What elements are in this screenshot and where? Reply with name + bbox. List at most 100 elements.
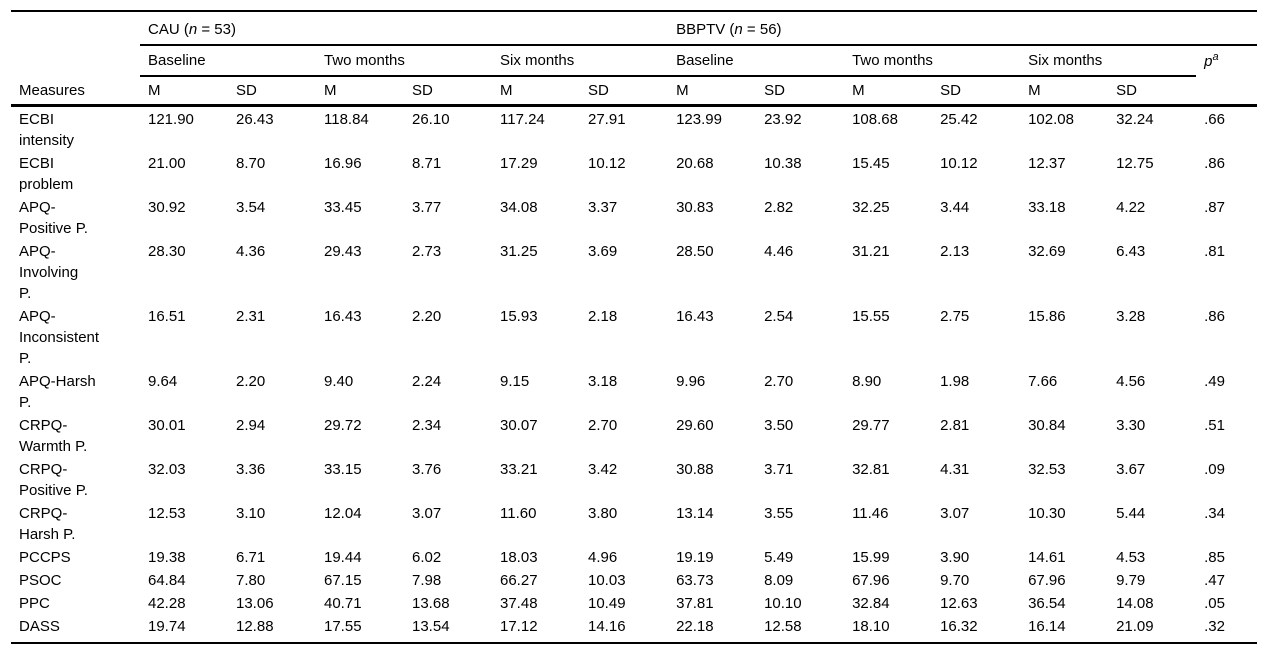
cell-value: 5.44 — [1116, 505, 1146, 522]
cell-value: 6.43 — [1116, 243, 1146, 260]
cell-value: 32.03 — [148, 461, 186, 478]
timepoint-header: Two months — [316, 45, 492, 77]
cell-value: 23.92 — [764, 111, 802, 128]
cell-value: 32.84 — [852, 595, 890, 612]
cell-value: 3.76 — [412, 461, 442, 478]
cell-value: 9.40 — [324, 373, 354, 390]
cell-value: 28.30 — [148, 243, 186, 260]
cell-value: 9.64 — [148, 373, 178, 390]
p-value: .86 — [1204, 155, 1225, 172]
cell-value: 10.49 — [588, 595, 626, 612]
cell-value: 18.10 — [844, 614, 933, 644]
cell-value: 15.86 — [1028, 308, 1066, 325]
cell-value: 2.20 — [412, 308, 442, 325]
cell-value: 66.27 — [500, 572, 538, 589]
cell-value: 123.99 — [676, 111, 722, 128]
cell-value: 21.09 — [1108, 614, 1197, 644]
cell-value: 11.60 — [500, 505, 537, 522]
timepoint-header: Six months — [1020, 45, 1197, 77]
n-symbol: n — [734, 21, 743, 38]
cell-value: 14.61 — [1028, 549, 1066, 566]
cell-value: 10.03 — [588, 572, 626, 589]
cell-value: 12.75 — [1116, 155, 1154, 172]
cell-value: 121.90 — [148, 111, 194, 128]
cell-value: 32.53 — [1028, 461, 1066, 478]
cell-value: 33.15 — [324, 461, 362, 478]
p-value: .85 — [1204, 549, 1225, 566]
cell-value: 29.72 — [324, 417, 362, 434]
p-value: .86 — [1204, 308, 1225, 325]
cell-value: 3.18 — [588, 373, 618, 390]
measure-label: APQ- Positive P. — [19, 199, 88, 237]
cell-value: 14.08 — [1116, 595, 1154, 612]
table-row: CRPQ- Warmth P. 30.01 2.94 29.72 2.34 30.07 2.… — [11, 413, 1257, 457]
measure-label: PPC — [19, 595, 50, 612]
p-value: .66 — [1204, 111, 1225, 128]
cell-value: 12.63 — [940, 595, 978, 612]
cell-value: 3.28 — [1116, 308, 1146, 325]
cell-value: 15.99 — [852, 549, 890, 566]
p-value: .51 — [1204, 417, 1225, 434]
cell-value: 11.46 — [852, 505, 889, 522]
sd-header: SD — [932, 76, 1021, 107]
table-row: ECBI intensity 121.90 26.43 118.84 26.10 117.… — [11, 106, 1257, 152]
cell-value: 3.36 — [236, 461, 266, 478]
cell-value: 3.10 — [236, 505, 266, 522]
table-row: PSOC 64.84 7.80 67.15 7.98 66.27 10.03 63.73 8.0… — [11, 568, 1257, 591]
outcomes-table: CAU (n = 53) BBPTV (n = 56) Baseline Two… — [11, 10, 1258, 644]
cell-value: 10.38 — [764, 155, 802, 172]
sd-header: SD — [404, 76, 492, 107]
cell-value: 4.36 — [236, 243, 266, 260]
cell-value: 67.96 — [1028, 572, 1066, 589]
sd-header: SD — [1108, 76, 1197, 107]
cell-value: 9.79 — [1116, 572, 1146, 589]
group-label-post: = 56) — [742, 21, 782, 38]
cell-value: 19.38 — [148, 549, 186, 566]
cell-value: 3.44 — [940, 199, 970, 216]
p-value: .09 — [1204, 461, 1225, 478]
cell-value: 2.81 — [940, 417, 970, 434]
cell-value: 2.70 — [764, 373, 794, 390]
cell-value: 26.43 — [236, 111, 274, 128]
table-row: APQ-Harsh P. 9.64 2.20 9.40 2.24 9.15 3.18 9.96… — [11, 369, 1257, 413]
m-header: M — [1020, 76, 1109, 107]
cell-value: 12.04 — [324, 505, 362, 522]
cell-value: 3.69 — [588, 243, 618, 260]
cell-value: 64.84 — [148, 572, 186, 589]
measure-label: APQ- Inconsistent P. — [19, 308, 100, 367]
sd-header: SD — [580, 76, 669, 107]
cell-value: 30.01 — [148, 417, 186, 434]
table-row: DASS 19.74 12.88 17.55 13.54 17.12 14.16 22.18 1… — [11, 614, 1258, 644]
cell-value: 13.68 — [412, 595, 450, 612]
cell-value: 13.06 — [236, 595, 274, 612]
cell-value: 16.96 — [324, 155, 362, 172]
m-header: M — [140, 76, 228, 107]
cell-value: 30.88 — [676, 461, 714, 478]
cell-value: 4.22 — [1116, 199, 1146, 216]
measure-label: ECBI problem — [19, 155, 74, 193]
cell-value: 108.68 — [852, 111, 898, 128]
cell-value: 117.24 — [500, 111, 545, 128]
group-label-pre: BBPTV ( — [676, 21, 735, 38]
measure-label: ECBI intensity — [19, 111, 75, 149]
cell-value: 8.70 — [236, 155, 266, 172]
cell-value: 2.24 — [412, 373, 442, 390]
cell-value: 16.43 — [324, 308, 362, 325]
m-header: M — [844, 76, 933, 107]
cell-value: 4.53 — [1116, 549, 1146, 566]
table-row: CRPQ- Harsh P. 12.53 3.10 12.04 3.07 11.60 3.8… — [11, 501, 1257, 545]
p-value: .34 — [1204, 505, 1225, 522]
m-header: M — [668, 76, 757, 107]
cell-value: 17.55 — [316, 614, 404, 644]
p-column-header: pa — [1196, 45, 1257, 76]
measure-label: APQ- Involving P. — [19, 243, 79, 302]
group-label-pre: CAU ( — [148, 21, 189, 38]
cell-value: 8.09 — [764, 572, 794, 589]
cell-value: 33.45 — [324, 199, 362, 216]
cell-value: 10.12 — [588, 155, 626, 172]
cell-value: 32.24 — [1116, 111, 1154, 128]
m-header: M — [492, 76, 580, 107]
sd-header: SD — [756, 76, 845, 107]
cell-value: 2.94 — [236, 417, 266, 434]
cell-value: 2.73 — [412, 243, 442, 260]
